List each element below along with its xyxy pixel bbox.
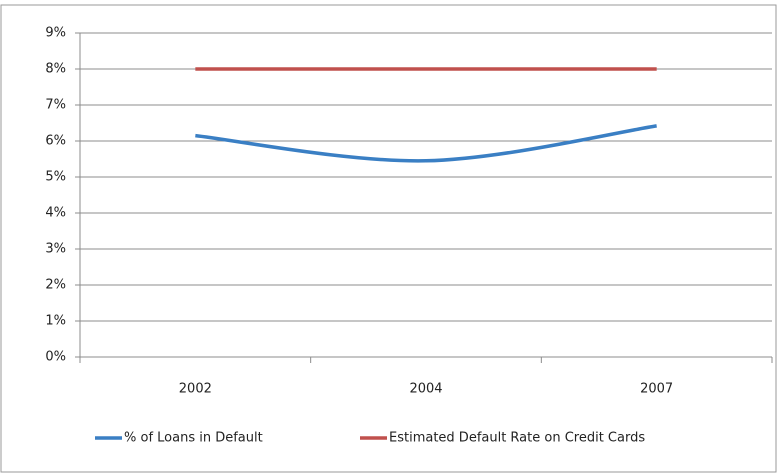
y-tick-label: 9% [45, 26, 66, 41]
y-tick-label: 8% [45, 62, 66, 77]
y-tick-label: 4% [45, 206, 66, 221]
y-tick-label: 7% [45, 98, 66, 113]
legend-label: % of Loans in Default [124, 431, 263, 446]
y-tick-label: 1% [45, 314, 66, 329]
chart-border [0, 4, 777, 473]
series-line [195, 124, 657, 163]
x-tick-label: 2007 [640, 382, 673, 397]
x-tick-label: 2002 [179, 382, 212, 397]
y-tick-label: 0% [45, 350, 66, 365]
y-tick-label: 3% [45, 242, 66, 257]
x-tick-label: 2004 [409, 382, 442, 397]
y-tick-label: 6% [45, 134, 66, 149]
y-tick-label: 2% [45, 278, 66, 293]
legend-label: Estimated Default Rate on Credit Cards [389, 431, 645, 446]
y-tick-label: 5% [45, 170, 66, 185]
